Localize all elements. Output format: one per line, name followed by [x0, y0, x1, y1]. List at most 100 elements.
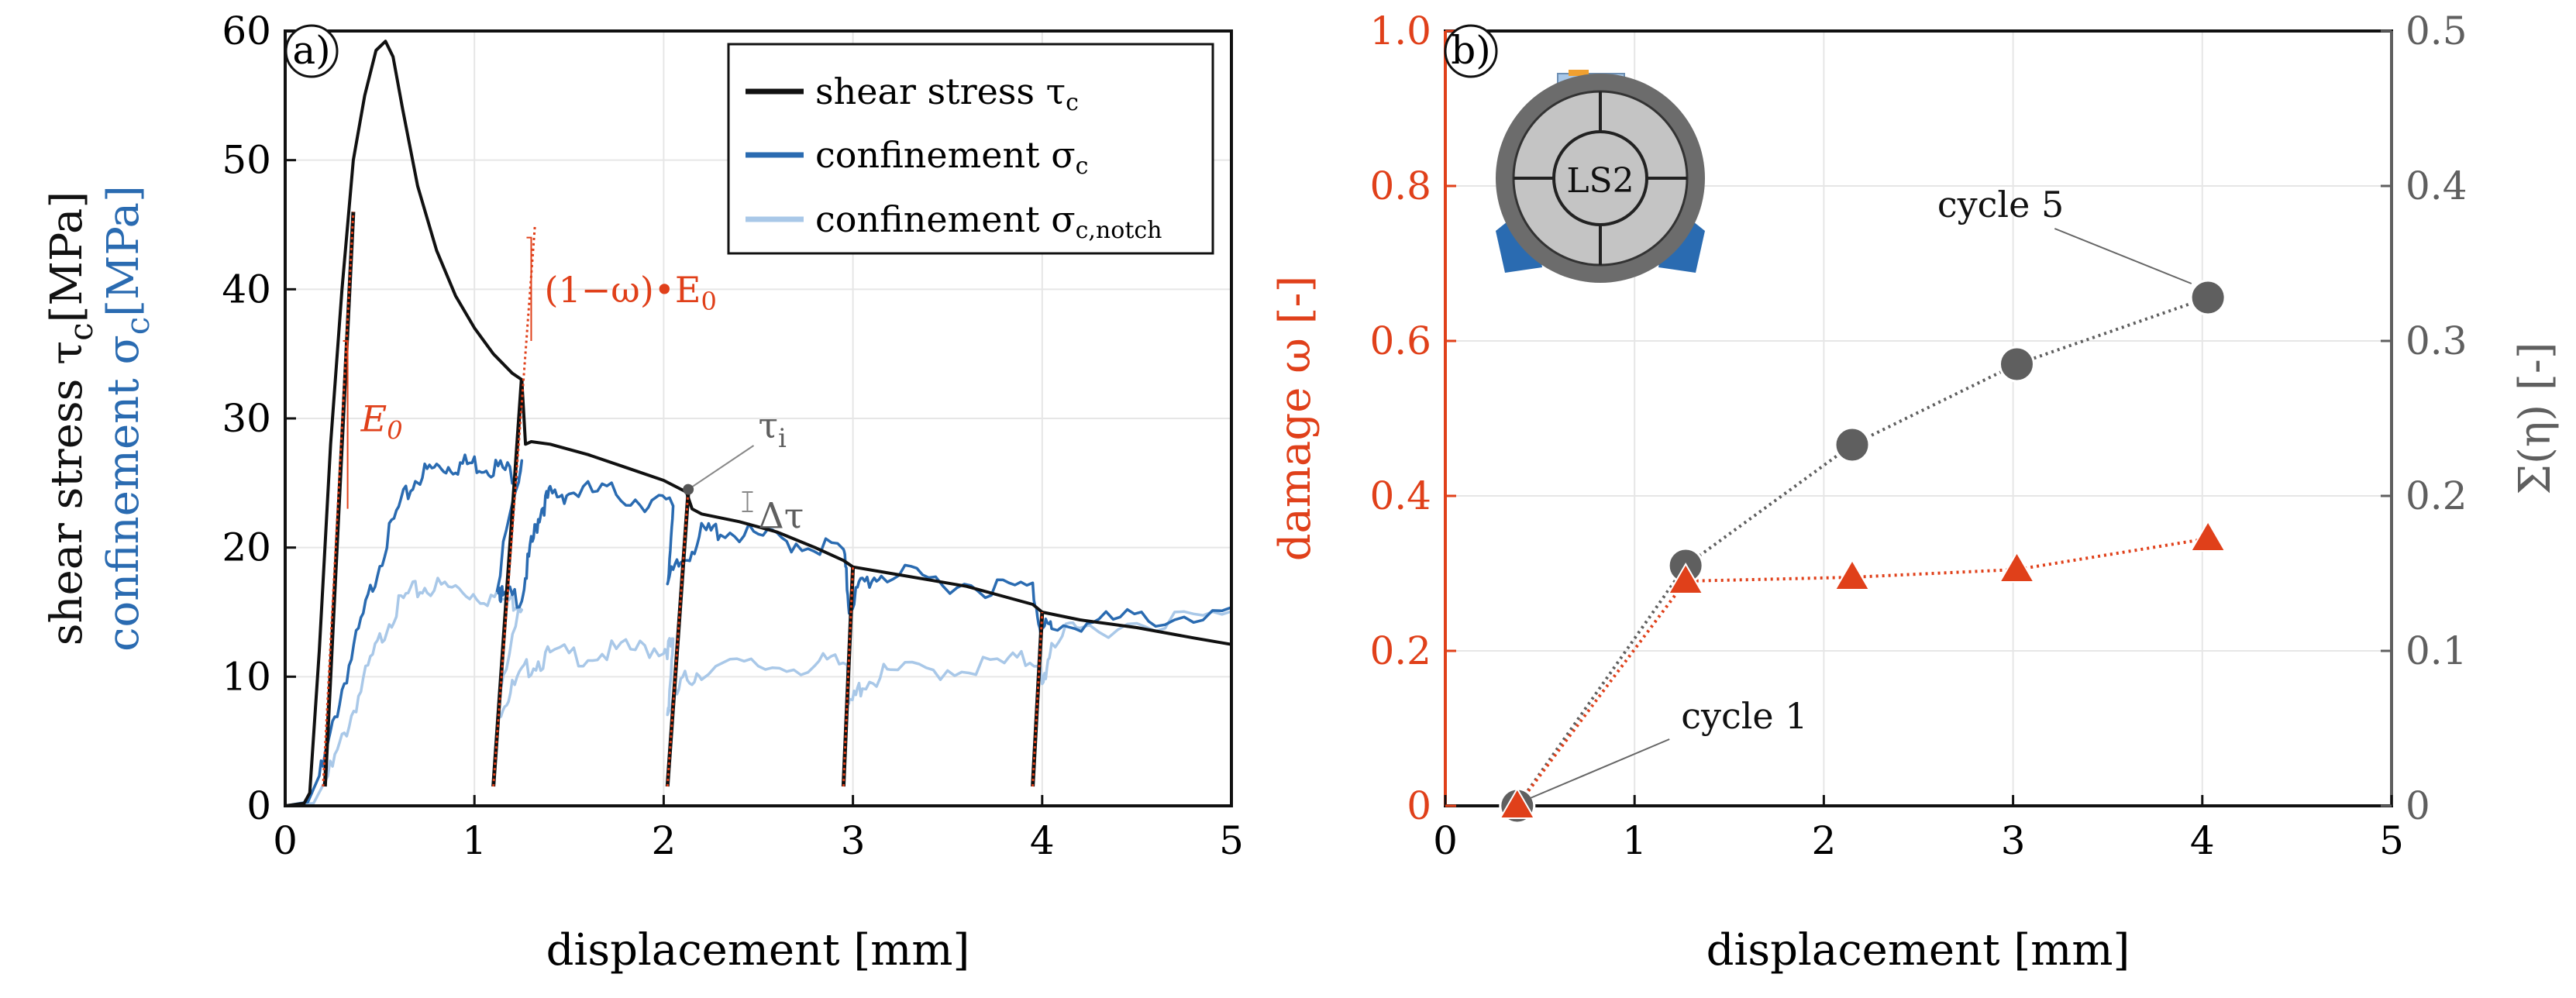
damage-point: [1998, 551, 2036, 583]
panel-label-b-text: b): [1451, 28, 1491, 73]
y-left-tick-label-b: 0: [1407, 783, 1431, 828]
annotation-damaged-modulus: (1−ω)•E0: [545, 269, 717, 316]
sum-eta-line: [1516, 296, 2209, 807]
tau-i-leader: [687, 445, 755, 490]
annotation-delta-tau: Δτ: [759, 495, 804, 537]
tau-i-point: [683, 484, 694, 495]
x-tick-label-b: 1: [1622, 818, 1647, 863]
annotation-damaged-modulus-sub: 0: [701, 287, 716, 316]
cycle-segment: [491, 379, 524, 787]
modulus-fit-line: [322, 212, 355, 787]
legend-conf-main: confinement σ: [815, 134, 1076, 176]
annotation-e0-main: E: [360, 398, 387, 440]
x-tick-label-a: 3: [841, 818, 866, 863]
y-label-shear-sub: c: [62, 322, 100, 341]
ticks-b: 0 1 2 3 4 500.20.40.60.81.000.10.20.30.40.5: [1369, 9, 2467, 863]
specimen-inset: LS2: [1496, 70, 1705, 283]
inset-core: [1552, 130, 1648, 226]
x-tick-label-b: 0: [1433, 818, 1458, 863]
y-label-shear-unit: [MPa]: [42, 191, 92, 323]
y-tick-label-a: 30: [222, 396, 271, 441]
modulus-fit-line: [666, 489, 690, 787]
y-label-shear-main: shear stress τ: [42, 341, 92, 645]
sum-eta-point: [2189, 279, 2226, 316]
e0-bracket: [343, 340, 349, 509]
x-axis-label-a: displacement [mm]: [546, 925, 970, 976]
damage-point: [1834, 559, 1871, 590]
sum-eta-point: [1834, 426, 1871, 463]
damage-point: [2189, 520, 2226, 552]
y-tick-label-a: 10: [222, 654, 271, 699]
inset-top-tab: [1569, 70, 1589, 76]
series-line-black: [284, 40, 1232, 807]
legend-label-shear: shear stress τc: [815, 71, 1079, 116]
inset-label: LS2: [1566, 161, 1634, 201]
annotations-a: E0 (1−ω)•E0 τi Δτ: [360, 269, 804, 537]
y-label-conf-main: confinement σ: [98, 335, 149, 652]
annotation-cycle-5: cycle 5: [1937, 184, 2064, 225]
y-right-tick-label-b: 0.4: [2406, 163, 2468, 208]
annotation-cycle-1: cycle 1: [1681, 695, 1807, 737]
legend-notch-sub: c,notch: [1076, 217, 1162, 244]
annotation-tau-i-main: τ: [759, 404, 778, 446]
legend-label-confinement: confinement σc: [815, 134, 1088, 180]
annotation-e0: E0: [360, 398, 403, 446]
y-left-tick-label-b: 0.2: [1369, 628, 1431, 673]
legend-shear-main: shear stress τ: [815, 71, 1066, 112]
legend-conf-sub: c: [1076, 153, 1089, 180]
y-left-tick-label-b: 0.4: [1369, 473, 1431, 518]
y-axis-label-confinement: confinement σc[MPa]: [98, 185, 157, 652]
x-tick-label-b: 3: [2001, 818, 2026, 863]
y-right-tick-label-b: 0.5: [2406, 9, 2468, 53]
panel-label-b: b): [1444, 24, 1498, 78]
annotation-e0-sub: 0: [387, 416, 402, 446]
annotation-tau-i-sub: i: [778, 423, 787, 454]
series-line-lightblue: [284, 576, 1232, 807]
modulus-fit-line: [492, 224, 536, 787]
x-tick-label-b: 2: [1811, 818, 1836, 863]
series-line-blue: [284, 453, 1232, 807]
legend-notch-main: confinement σ: [815, 198, 1076, 240]
damaged-bracket: [526, 236, 532, 341]
legend-label-confinement-notch: confinement σc,notch: [815, 198, 1162, 244]
x-tick-label-a: 5: [1219, 818, 1244, 863]
delta-tau-marker: [742, 491, 753, 512]
legend-shear-sub: c: [1066, 89, 1079, 116]
y-tick-label-a: 20: [222, 525, 271, 570]
panel-b: 0 1 2 3 4 500.20.40.60.81.000.10.20.30.40.5 L…: [1270, 9, 2561, 976]
x-tick-label-a: 0: [273, 818, 298, 863]
y-axis-label-shear: shear stress τc[MPa]: [42, 191, 100, 645]
y-label-conf-unit: [MPa]: [98, 185, 149, 317]
y-axis-label-damage: damage ω [-]: [1270, 276, 1321, 562]
y-label-conf-sub: c: [119, 317, 157, 336]
modulus-fit-line: [842, 566, 855, 787]
x-tick-label-b: 4: [2190, 818, 2215, 863]
damage-point: [1667, 563, 1704, 594]
y-right-tick-label-b: 0.3: [2406, 318, 2468, 363]
y-tick-label-a: 60: [222, 9, 271, 53]
cycle-1-leader: [1530, 738, 1670, 799]
y-left-tick-label-b: 0.8: [1369, 163, 1431, 208]
annotation-tau-i: τi: [759, 404, 787, 454]
y-left-tick-label-b: 1.0: [1369, 9, 1431, 53]
series-b: [1499, 279, 2226, 824]
cycle-5-leader: [2054, 228, 2192, 284]
damage-point: [1499, 787, 1536, 819]
y-tick-label-a: 50: [222, 138, 271, 183]
panel-label-a: a): [284, 24, 339, 78]
x-tick-label-a: 4: [1030, 818, 1055, 863]
y-right-tick-label-b: 0.2: [2406, 473, 2468, 518]
y-left-tick-label-b: 0.6: [1369, 318, 1431, 363]
fit-lines-a: [322, 212, 1044, 787]
y-axis-label-sum-eta: Σ(η) [-]: [2510, 342, 2561, 494]
annotations-b: cycle 1 cycle 5: [1530, 184, 2192, 799]
panel-label-a-text: a): [292, 28, 330, 73]
modulus-fit-line: [1031, 611, 1044, 787]
y-tick-label-a: 0: [246, 783, 271, 828]
x-tick-label-a: 1: [462, 818, 487, 863]
legend-box: [727, 43, 1214, 255]
y-right-tick-label-b: 0.1: [2406, 628, 2468, 673]
